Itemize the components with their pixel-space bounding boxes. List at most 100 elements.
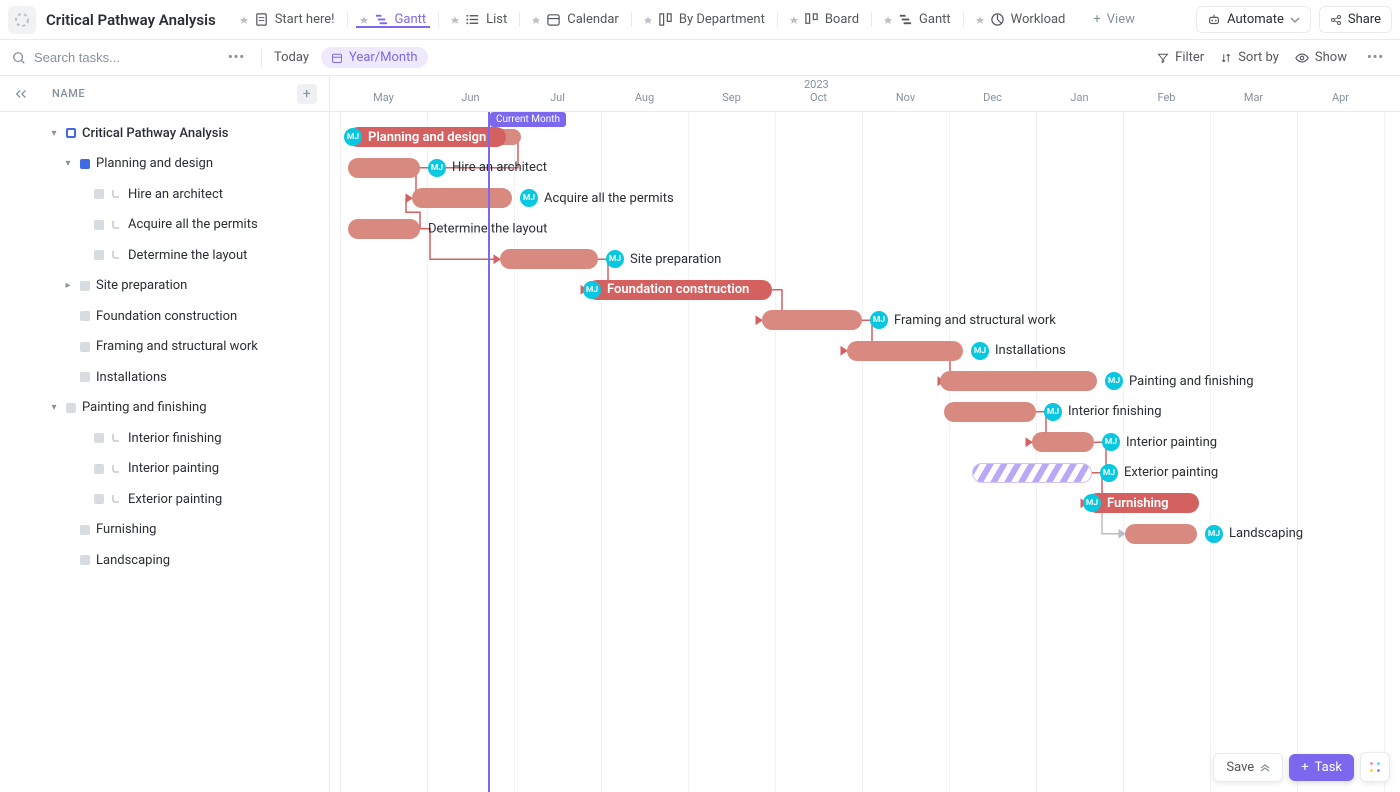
- task-row[interactable]: ▾ Critical Pathway Analysis: [0, 118, 329, 149]
- view-tab-workload[interactable]: Workload: [964, 12, 1078, 27]
- collapse-sidebar-button[interactable]: [12, 85, 30, 103]
- assignee-avatar[interactable]: MJ: [344, 128, 362, 146]
- task-label: Critical Pathway Analysis: [82, 126, 228, 141]
- task-row[interactable]: Installations: [0, 362, 329, 393]
- gantt-bar[interactable]: [972, 463, 1092, 483]
- task-row[interactable]: Interior finishing: [0, 423, 329, 454]
- sortby-button[interactable]: Sort by: [1220, 50, 1279, 65]
- gantt-bar[interactable]: [348, 158, 420, 178]
- subtask-icon: [110, 463, 122, 475]
- assignee-avatar[interactable]: MJ: [1083, 494, 1101, 512]
- task-label: Installations: [96, 370, 167, 385]
- assignee-avatar[interactable]: MJ: [870, 311, 888, 329]
- task-row[interactable]: Acquire all the permits: [0, 210, 329, 241]
- assignee-avatar[interactable]: MJ: [1102, 433, 1120, 451]
- workspace-icon[interactable]: [8, 6, 36, 34]
- robot-icon: [1207, 13, 1221, 27]
- view-tab-start-here-[interactable]: Start here!: [228, 12, 348, 27]
- gantt-bar[interactable]: [348, 219, 420, 239]
- task-row[interactable]: ▸Site preparation: [0, 271, 329, 302]
- calendar-icon: [546, 12, 561, 27]
- task-row[interactable]: Determine the layout: [0, 240, 329, 271]
- add-column-button[interactable]: +: [297, 84, 317, 104]
- gantt-bar[interactable]: [500, 249, 598, 269]
- top-bar: Critical Pathway Analysis Start here! Ga…: [0, 0, 1400, 40]
- assignee-avatar[interactable]: MJ: [971, 342, 989, 360]
- task-row[interactable]: ▾Planning and design: [0, 149, 329, 180]
- status-square: [94, 189, 104, 199]
- status-square: [80, 555, 90, 565]
- assignee-avatar[interactable]: MJ: [1044, 403, 1062, 421]
- assignee-avatar[interactable]: MJ: [583, 281, 601, 299]
- chart-body[interactable]: Current MonthMJPlanning and designMJHire…: [330, 112, 1400, 792]
- plus-icon: +: [1093, 12, 1100, 27]
- save-button[interactable]: Save: [1213, 753, 1283, 782]
- view-tab-calendar[interactable]: Calendar: [520, 12, 632, 27]
- task-label: Foundation construction: [96, 309, 237, 324]
- divider: [261, 49, 262, 67]
- share-label: Share: [1348, 12, 1381, 27]
- task-row[interactable]: Furnishing: [0, 515, 329, 546]
- status-square: [80, 372, 90, 382]
- caret-down-icon[interactable]: ▾: [48, 402, 60, 413]
- month-label: Feb: [1158, 91, 1176, 104]
- view-tabs: Start here! Gantt List Calendar By Depar…: [228, 12, 1078, 27]
- view-tab-list[interactable]: List: [439, 12, 520, 27]
- list-icon: [465, 12, 480, 27]
- search-box[interactable]: [12, 50, 212, 65]
- assignee-avatar[interactable]: MJ: [520, 189, 538, 207]
- status-square: [66, 128, 76, 138]
- task-row[interactable]: Hire an architect: [0, 179, 329, 210]
- status-square: [80, 311, 90, 321]
- gantt-bar[interactable]: [1032, 432, 1094, 452]
- view-tab-gantt[interactable]: Gantt: [348, 12, 440, 27]
- assignee-avatar[interactable]: MJ: [1105, 372, 1123, 390]
- month-label: Dec: [983, 91, 1002, 104]
- task-row[interactable]: Exterior painting: [0, 484, 329, 515]
- view-tab-gantt[interactable]: Gantt: [872, 12, 964, 27]
- assignee-avatar[interactable]: MJ: [1100, 464, 1118, 482]
- caret-down-icon[interactable]: ▾: [62, 158, 74, 169]
- apps-button[interactable]: [1360, 752, 1390, 782]
- assignee-avatar[interactable]: MJ: [1205, 525, 1223, 543]
- sidebar-header: NAME +: [0, 76, 329, 112]
- gantt-bar[interactable]: [762, 310, 862, 330]
- task-row[interactable]: Framing and structural work: [0, 332, 329, 363]
- share-button[interactable]: Share: [1319, 6, 1392, 33]
- scale-selector[interactable]: Year/Month: [321, 47, 428, 68]
- gantt-bar-label: MJInstallations: [971, 342, 1066, 360]
- add-view-button[interactable]: + View: [1081, 12, 1147, 27]
- task-row[interactable]: ▾Painting and finishing: [0, 393, 329, 424]
- filter-button[interactable]: Filter: [1157, 50, 1204, 65]
- task-row[interactable]: Landscaping: [0, 545, 329, 576]
- task-label: Interior painting: [128, 461, 219, 476]
- toolbar-right: Filter Sort by Show •••: [1157, 46, 1388, 69]
- more-button[interactable]: •••: [224, 46, 249, 69]
- caret-down-icon[interactable]: ▾: [48, 128, 60, 139]
- gantt-chart: 2023 MayJunJulAugSepOctNovDecJanFebMarAp…: [330, 76, 1400, 792]
- caret-right-icon[interactable]: ▸: [62, 280, 74, 291]
- show-button[interactable]: Show: [1295, 50, 1347, 65]
- new-task-button[interactable]: + Task: [1289, 754, 1354, 781]
- search-input[interactable]: [34, 50, 174, 65]
- task-row[interactable]: Foundation construction: [0, 301, 329, 332]
- gantt-bar[interactable]: [944, 402, 1036, 422]
- gantt-bar[interactable]: [412, 188, 512, 208]
- toolbar-more-button[interactable]: •••: [1363, 46, 1388, 69]
- doc-icon: [254, 12, 269, 27]
- gantt-bar[interactable]: [940, 371, 1097, 391]
- gantt-bar-label: MJFoundation construction: [583, 281, 749, 299]
- month-label: Jan: [1070, 91, 1088, 104]
- workload-icon: [990, 12, 1005, 27]
- gantt-bar[interactable]: [847, 341, 963, 361]
- sortby-label: Sort by: [1238, 50, 1279, 65]
- automate-button[interactable]: Automate: [1196, 6, 1311, 33]
- task-row[interactable]: Interior painting: [0, 454, 329, 485]
- assignee-avatar[interactable]: MJ: [606, 250, 624, 268]
- view-tab-board[interactable]: Board: [778, 12, 872, 27]
- gantt-bar-label: MJFurnishing: [1083, 494, 1169, 512]
- view-tab-by-department[interactable]: By Department: [632, 12, 778, 27]
- gantt-bar[interactable]: [1125, 524, 1197, 544]
- assignee-avatar[interactable]: MJ: [428, 159, 446, 177]
- today-button[interactable]: Today: [274, 50, 309, 65]
